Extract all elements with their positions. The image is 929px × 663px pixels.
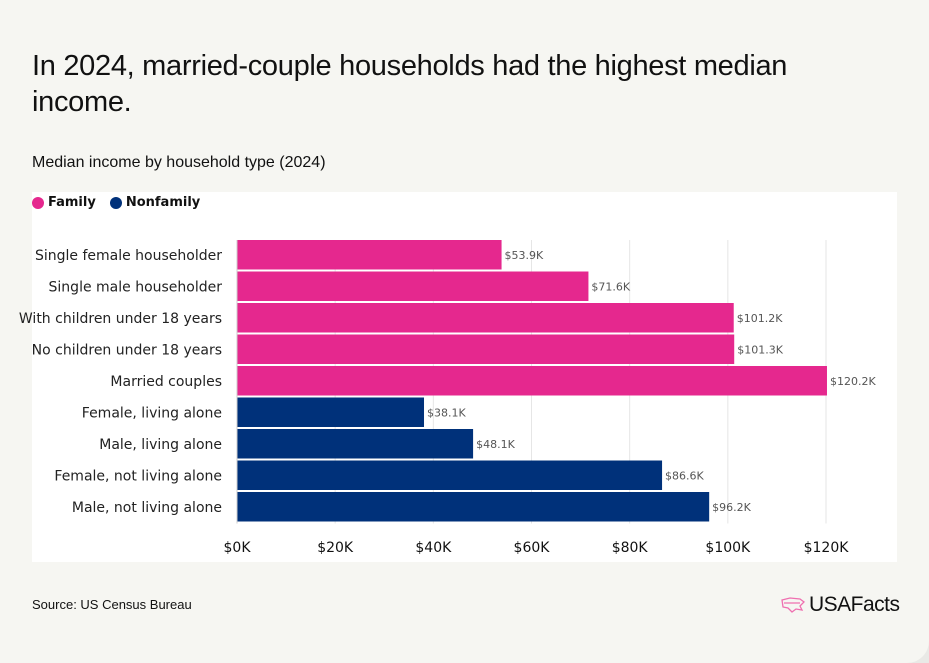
bar: [237, 397, 425, 427]
category-label: No children under 18 years: [32, 342, 222, 358]
chart-title: In 2024, married-couple households had t…: [32, 50, 788, 118]
nonfamily-dot-icon: [109, 196, 122, 209]
x-tick-label: $80K: [612, 540, 649, 556]
category-label: Female, living alone: [82, 405, 222, 421]
category-label: Single female householder: [35, 248, 222, 264]
category-label: Male, living alone: [99, 437, 222, 453]
x-tick-label: $120K: [804, 540, 850, 556]
legend-label: Nonfamily: [125, 195, 201, 210]
usa-map-icon: [781, 597, 805, 613]
category-label: Married couples: [110, 374, 222, 390]
legend-item-nonfamily: Nonfamily: [109, 195, 201, 210]
data-label: $53.9K: [505, 249, 544, 262]
data-label: $96.2K: [712, 501, 751, 514]
bar: [237, 303, 734, 333]
category-label: Male, not living alone: [72, 500, 222, 516]
category-label: With children under 18 years: [19, 311, 222, 327]
source-note: Source: US Census Bureau: [32, 597, 192, 612]
data-label: $71.6K: [591, 280, 630, 293]
legend: Family Nonfamily: [32, 195, 200, 210]
category-label: Female, not living alone: [54, 468, 222, 484]
x-tick-label: $100K: [705, 540, 751, 556]
x-tick-label: $0K: [224, 540, 252, 556]
legend-item-family: Family: [32, 195, 96, 210]
data-label: $101.2K: [737, 312, 783, 325]
bar: [237, 334, 735, 364]
x-tick-label: $60K: [514, 540, 551, 556]
family-dot-icon: [32, 196, 44, 209]
data-label: $86.6K: [665, 469, 704, 482]
bar: [237, 240, 502, 270]
usafacts-logo: USAFacts: [780, 593, 900, 617]
bar: [237, 271, 589, 301]
legend-label: Family: [48, 195, 96, 210]
x-tick-label: $40K: [415, 540, 452, 556]
bar: [237, 429, 474, 459]
data-label: $120.2K: [830, 375, 876, 388]
bar: [237, 492, 710, 522]
data-label: $38.1K: [427, 406, 466, 419]
bar: [237, 460, 663, 490]
category-label: Single male householder: [49, 279, 223, 295]
data-label: $48.1K: [476, 438, 515, 451]
bar: [237, 366, 827, 396]
x-tick-label: $20K: [317, 540, 354, 556]
chart-subtitle: Median income by household type (2024): [32, 154, 326, 171]
data-label: $101.3K: [737, 343, 783, 356]
